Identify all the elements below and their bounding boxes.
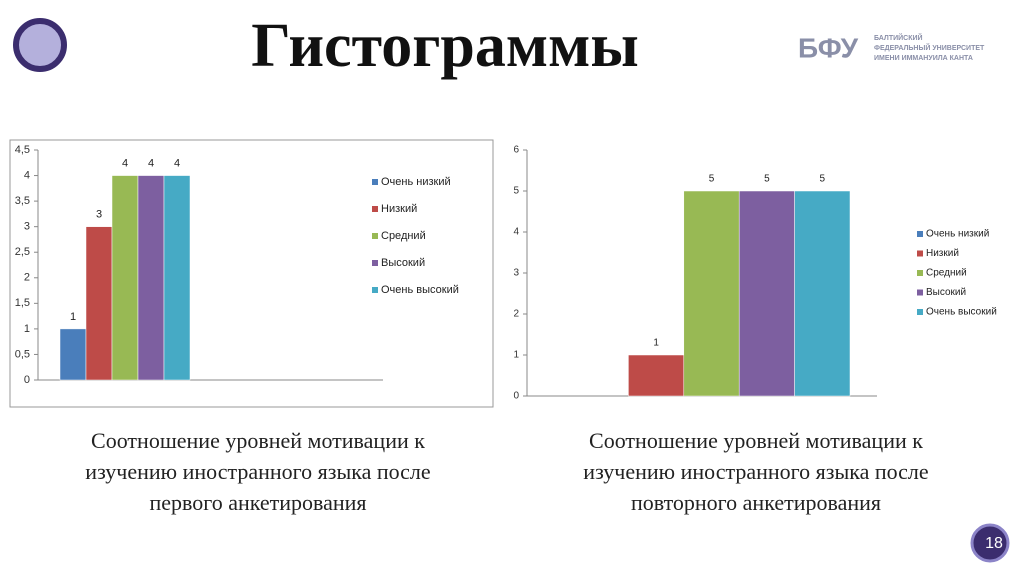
bar — [628, 354, 685, 397]
bar — [137, 175, 165, 381]
legend-swatch — [917, 289, 923, 296]
y-tick-label: 1,5 — [15, 297, 30, 309]
y-tick-label: 6 — [513, 145, 519, 156]
logo-line: ИМЕНИ ИММАНУИЛА КАНТА — [874, 55, 973, 62]
legend-label: Средний — [381, 230, 426, 242]
legend-label: Очень низкий — [926, 229, 989, 240]
page-number: 18 — [985, 535, 1003, 552]
page-badge — [970, 523, 1010, 563]
bar — [794, 190, 851, 397]
legend-label: Высокий — [381, 257, 425, 269]
bar — [683, 190, 740, 397]
logo-line: БАЛТИЙСКИЙ — [874, 33, 923, 42]
y-tick-label: 2 — [24, 272, 30, 284]
bar — [738, 190, 795, 397]
y-tick-label: 3 — [513, 268, 519, 279]
y-tick-label: 4,5 — [15, 144, 30, 156]
legend-swatch — [917, 231, 923, 237]
y-tick-label: 4 — [513, 227, 519, 238]
legend-swatch — [372, 233, 378, 239]
bar — [163, 175, 191, 381]
legend-label: Очень высокий — [381, 284, 459, 296]
logo-line: ФЕДЕРАЛЬНЫЙ УНИВЕРСИТЕТ — [874, 43, 985, 52]
caption-line: первого анкетирования — [149, 490, 366, 515]
data-label: 4 — [148, 157, 154, 169]
y-tick-label: 0 — [24, 374, 30, 386]
bar — [85, 226, 113, 381]
y-tick-label: 0 — [513, 391, 519, 402]
data-label: 1 — [70, 311, 76, 323]
y-tick-label: 1 — [513, 350, 519, 361]
data-label: 5 — [764, 174, 770, 185]
chart-frame — [9, 139, 494, 408]
legend-swatch — [917, 270, 923, 276]
legend-label: Очень высокий — [926, 307, 997, 318]
caption-line: изучению иностранного языка после — [583, 459, 928, 484]
y-tick-label: 4 — [24, 169, 30, 181]
caption-line: Соотношение уровней мотивации к — [589, 428, 923, 453]
y-tick-label: 1 — [24, 323, 30, 335]
caption-line: изучению иностранного языка после — [85, 459, 430, 484]
legend-label: Низкий — [926, 248, 959, 259]
y-tick-label: 2 — [513, 309, 519, 320]
legend-swatch — [372, 260, 378, 266]
caption-line: повторного анкетирования — [631, 490, 881, 515]
y-tick-label: 0,5 — [15, 348, 30, 360]
data-label: 4 — [174, 157, 180, 169]
y-tick-label: 2,5 — [15, 246, 30, 258]
data-label: 3 — [96, 209, 102, 221]
legend-swatch — [372, 206, 378, 212]
data-label: 4 — [122, 157, 128, 169]
legend-swatch — [372, 179, 378, 185]
data-label: 1 — [653, 338, 659, 349]
bar — [111, 175, 139, 381]
legend-swatch — [917, 250, 923, 257]
legend-label: Очень низкий — [381, 176, 451, 188]
legend-label: Низкий — [381, 203, 417, 215]
bar — [59, 328, 87, 381]
logo-circle — [13, 18, 67, 72]
y-tick-label: 3,5 — [15, 195, 30, 207]
caption-line: Соотношение уровней мотивации к — [91, 428, 425, 453]
legend-swatch — [372, 287, 378, 293]
y-tick-label: 5 — [513, 186, 519, 197]
data-label: 5 — [709, 174, 715, 185]
legend-label: Высокий — [926, 287, 966, 298]
data-label: 5 — [820, 174, 826, 185]
logo-abbr: БФУ — [798, 32, 859, 63]
y-tick-label: 3 — [24, 221, 30, 233]
legend-swatch — [917, 309, 923, 315]
slide-title: Гистограммы — [251, 12, 638, 80]
legend-label: Средний — [926, 268, 967, 279]
